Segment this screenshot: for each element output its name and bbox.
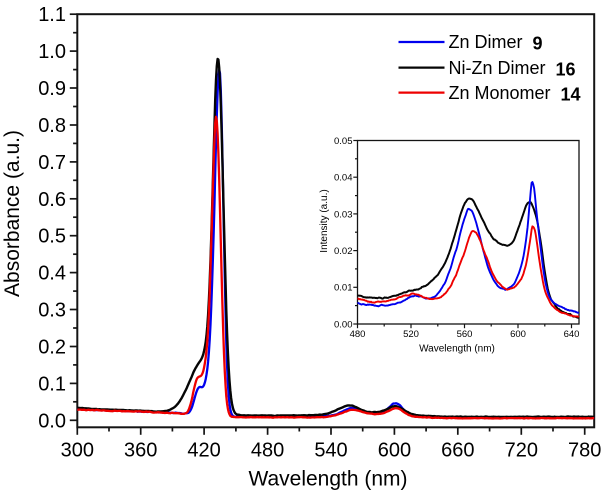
svg-text:Wavelength (nm): Wavelength (nm): [419, 344, 495, 355]
svg-text:360: 360: [124, 440, 157, 462]
svg-text:640: 640: [564, 329, 580, 340]
svg-text:Zn Dimer 9: Zn Dimer 9: [449, 32, 543, 54]
svg-text:0.3: 0.3: [38, 300, 66, 322]
svg-text:Wavelength (nm): Wavelength (nm): [248, 468, 407, 491]
svg-text:0.5: 0.5: [38, 226, 66, 248]
svg-text:0.02: 0.02: [334, 246, 353, 257]
svg-text:1.1: 1.1: [38, 4, 66, 26]
svg-text:560: 560: [457, 329, 473, 340]
svg-text:0.00: 0.00: [334, 319, 353, 330]
svg-text:0.7: 0.7: [38, 152, 66, 174]
svg-text:660: 660: [441, 440, 474, 462]
svg-text:Ni-Zn Dimer 16: Ni-Zn Dimer 16: [449, 58, 576, 80]
svg-text:0.03: 0.03: [334, 209, 353, 220]
svg-text:480: 480: [350, 329, 366, 340]
svg-text:0.04: 0.04: [334, 173, 353, 184]
svg-text:0.8: 0.8: [38, 115, 66, 137]
svg-text:0.01: 0.01: [334, 283, 353, 294]
svg-text:480: 480: [251, 440, 284, 462]
svg-text:0.1: 0.1: [38, 373, 66, 395]
svg-text:Zn Monomer 14: Zn Monomer 14: [449, 83, 581, 105]
svg-text:0.9: 0.9: [38, 78, 66, 100]
svg-text:0.4: 0.4: [38, 263, 66, 285]
svg-text:0.05: 0.05: [334, 136, 353, 147]
svg-text:600: 600: [378, 440, 411, 462]
svg-text:0.2: 0.2: [38, 337, 66, 359]
svg-text:780: 780: [568, 440, 601, 462]
svg-text:420: 420: [187, 440, 220, 462]
svg-text:540: 540: [314, 440, 347, 462]
svg-text:Absorbance (a.u.): Absorbance (a.u.): [1, 130, 24, 297]
svg-text:1.0: 1.0: [38, 41, 66, 63]
svg-text:720: 720: [505, 440, 538, 462]
svg-text:300: 300: [61, 440, 94, 462]
svg-text:0.0: 0.0: [38, 410, 66, 432]
svg-text:0.6: 0.6: [38, 189, 66, 211]
svg-text:600: 600: [510, 329, 526, 340]
svg-text:520: 520: [403, 329, 419, 340]
svg-text:Intensity (a.u.): Intensity (a.u.): [319, 189, 330, 252]
